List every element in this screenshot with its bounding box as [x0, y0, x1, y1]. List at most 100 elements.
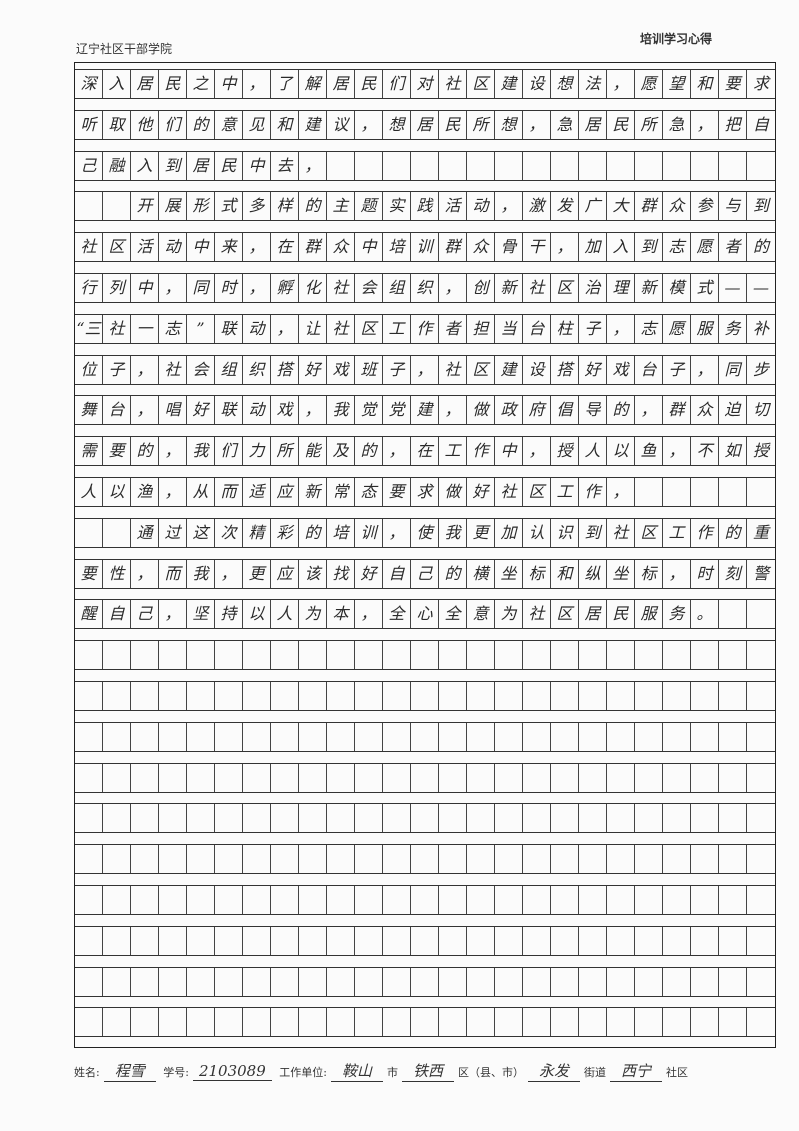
grid-row: 位子，社会组织搭好戏班子，社区建设搭好戏台子，同步 — [75, 354, 775, 385]
grid-cell: 迫 — [719, 396, 747, 425]
grid-cell — [299, 804, 327, 833]
grid-cell: 所 — [467, 110, 495, 139]
grid-cell — [103, 641, 131, 670]
grid-cell: 戏 — [327, 355, 355, 384]
grid-cell: 社 — [75, 233, 103, 262]
street-value: 永发 — [527, 1060, 580, 1082]
grid-cell: — — [719, 274, 747, 302]
grid-cell: — — [753, 278, 769, 297]
grid-cell — [607, 926, 635, 955]
grid-cell — [635, 722, 663, 751]
grid-cell: 听 — [75, 110, 103, 139]
grid-cell — [523, 845, 551, 874]
grid-cell: ， — [691, 355, 719, 384]
grid-cell: 中 — [131, 274, 159, 302]
grid-row — [75, 925, 775, 956]
grid-cell — [439, 151, 467, 180]
grid-cell — [495, 682, 523, 710]
grid-cell: 望 — [663, 70, 691, 98]
grid-cell — [271, 845, 299, 874]
grid-cell: 作 — [579, 478, 607, 506]
grid-cell — [579, 682, 607, 710]
grid-cell — [159, 967, 187, 996]
grid-cell — [355, 682, 383, 710]
grid-cell — [551, 763, 579, 792]
city-label: 市 — [386, 1066, 398, 1079]
grid-cell — [747, 478, 775, 506]
grid-cell: 动 — [243, 314, 271, 343]
grid-cell: 者 — [719, 233, 747, 262]
grid-cell — [243, 804, 271, 833]
grid-row: 要性，而我，更应该找好自己的横坐标和纵坐标，时刻警 — [75, 558, 775, 589]
grid-cell: 全 — [383, 600, 411, 629]
grid-cell — [635, 804, 663, 833]
grid-cell: 题 — [355, 192, 383, 221]
grid-cell: 动 — [243, 396, 271, 425]
grid-cell: 。 — [691, 600, 719, 629]
grid-cell — [439, 1008, 467, 1037]
grid-cell: ， — [551, 233, 579, 262]
grid-cell — [663, 763, 691, 792]
grid-cell: 心 — [411, 600, 439, 629]
grid-cell — [719, 804, 747, 833]
grid-cell: 要 — [75, 559, 103, 588]
grid-cell — [523, 804, 551, 833]
grid-cell — [551, 641, 579, 670]
grid-cell — [439, 682, 467, 710]
grid-cell: 急 — [663, 110, 691, 139]
grid-cell: 取 — [103, 110, 131, 139]
grid-cell: 议 — [327, 110, 355, 139]
grid-cell — [103, 967, 131, 996]
grid-cell: 台 — [635, 355, 663, 384]
grid-cell — [187, 804, 215, 833]
grid-cell — [327, 682, 355, 710]
grid-row — [75, 681, 775, 711]
grid-cell — [383, 926, 411, 955]
grid-cell: 作 — [411, 314, 439, 343]
grid-cell — [551, 1008, 579, 1037]
grid-cell: 工 — [551, 478, 579, 506]
grid-cell: 时 — [691, 559, 719, 588]
grid-cell — [607, 641, 635, 670]
grid-cell — [299, 967, 327, 996]
grid-cell — [523, 926, 551, 955]
grid-cell: 我 — [187, 559, 215, 588]
grid-cell: 子 — [579, 314, 607, 343]
grid-cell: 过 — [159, 518, 187, 547]
grid-cell — [187, 763, 215, 792]
grid-cell: 民 — [159, 70, 187, 98]
grid-cell — [551, 804, 579, 833]
grid-cell: 标 — [635, 559, 663, 588]
grid-cell: ， — [383, 437, 411, 466]
grid-cell: 到 — [579, 518, 607, 547]
grid-cell — [691, 478, 719, 506]
grid-cell — [187, 1008, 215, 1037]
grid-cell — [131, 722, 159, 751]
grid-cell — [327, 967, 355, 996]
grid-cell — [747, 152, 775, 180]
grid-cell — [719, 722, 747, 751]
grid-cell — [467, 967, 495, 996]
grid-cell — [75, 926, 103, 955]
grid-cell: 子 — [103, 355, 131, 384]
grid-cell: 柱 — [551, 314, 579, 343]
grid-cell — [747, 804, 775, 832]
grid-cell: ， — [411, 355, 439, 384]
grid-cell — [131, 926, 159, 955]
grid-cell — [719, 886, 747, 914]
grid-cell: 中 — [355, 233, 383, 262]
grid-cell — [607, 151, 635, 180]
grid-cell: 加 — [579, 233, 607, 262]
grid-cell: 想 — [551, 70, 579, 98]
grid-cell — [383, 967, 411, 996]
grid-cell: 补 — [752, 318, 769, 338]
grid-cell: 需 — [75, 437, 103, 466]
grid-cell — [103, 886, 131, 914]
grid-cell — [103, 722, 131, 751]
grid-cell: 联 — [215, 396, 243, 425]
grid-cell — [551, 151, 579, 180]
grid-row: 需要的，我们力所能及的，在工作中，授人以鱼，不如授 — [75, 436, 775, 467]
grid-cell: 到 — [752, 196, 769, 216]
grid-cell — [691, 682, 719, 710]
grid-cell: 以 — [103, 478, 131, 506]
